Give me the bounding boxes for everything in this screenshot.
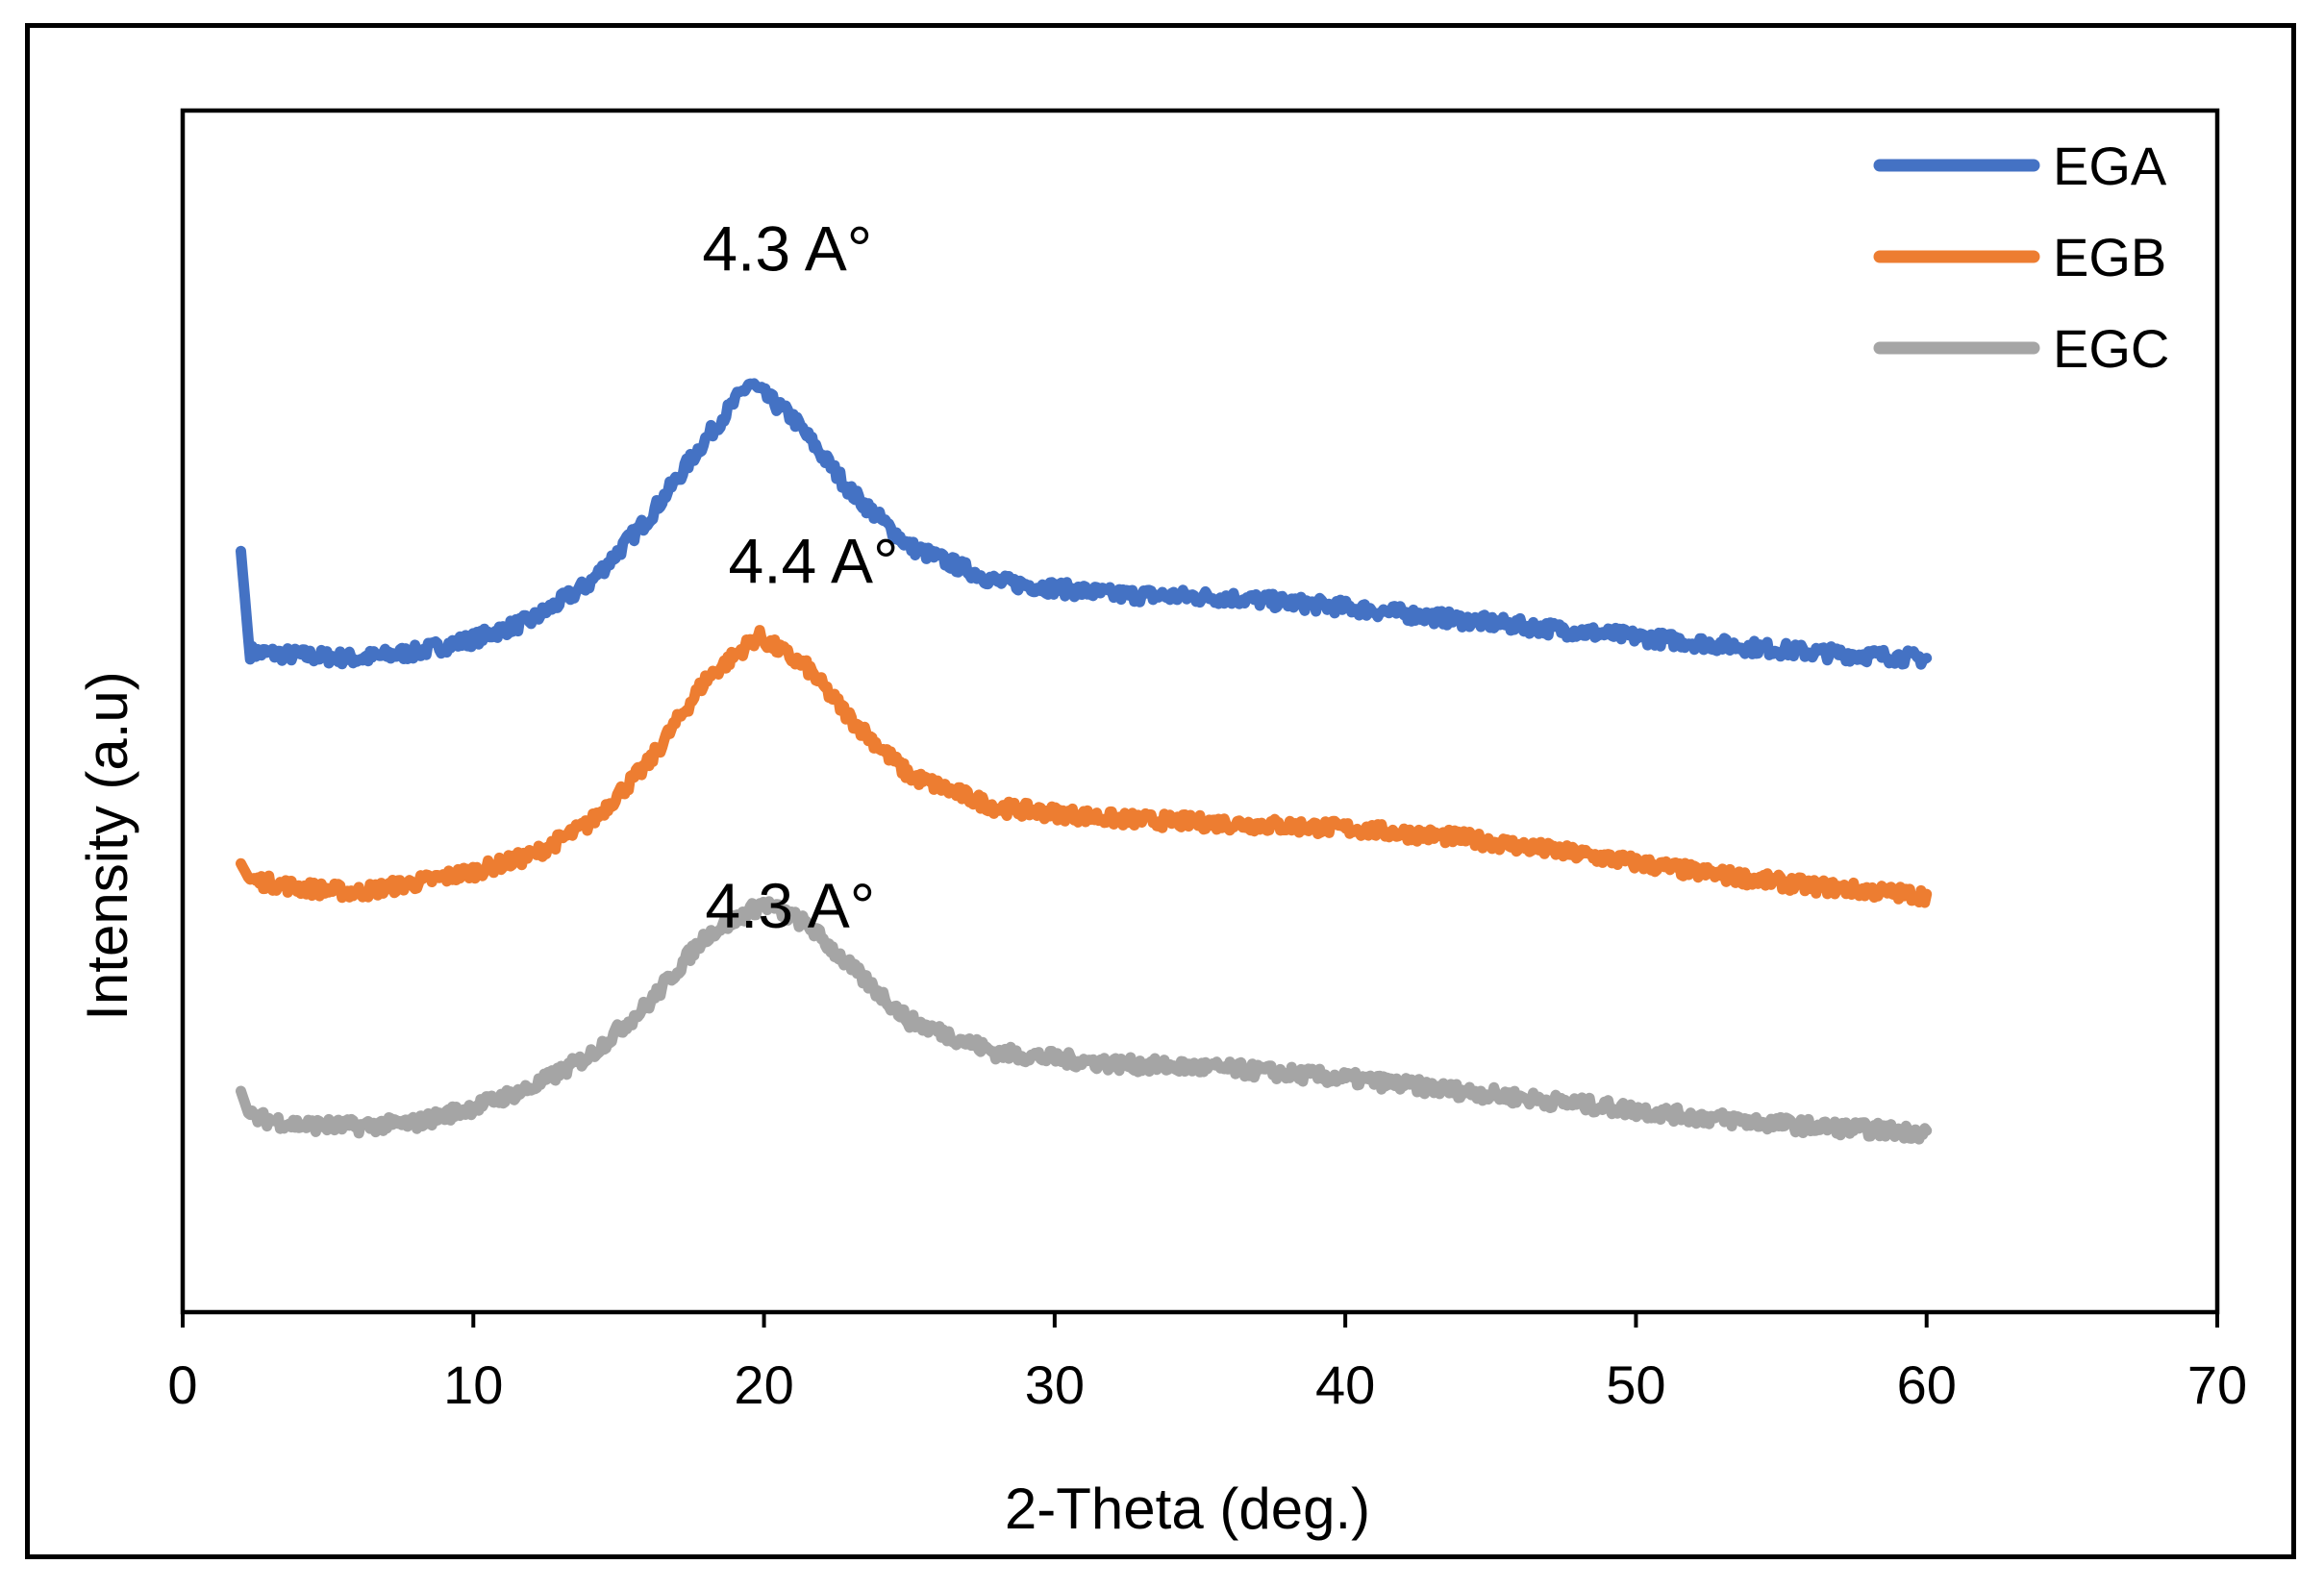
x-tick-label: 20 <box>734 1354 793 1415</box>
y-axis-title: Intensity (a.u) <box>75 671 139 1021</box>
x-axis: 0 10 20 30 40 50 60 70 <box>167 1312 2247 1415</box>
plot-area <box>180 108 2220 1315</box>
x-tick-label: 70 <box>2187 1354 2247 1415</box>
legend-label-ega: EGA <box>2053 136 2167 196</box>
figure-border <box>25 23 2296 1559</box>
x-tick-label: 10 <box>443 1354 503 1415</box>
peak-annotation-egb: 4.4 A° <box>729 526 899 597</box>
x-tick-label: 60 <box>1897 1354 1957 1415</box>
x-tick-label: 30 <box>1025 1354 1085 1415</box>
legend-label-egb: EGB <box>2053 227 2166 287</box>
x-tick-label: 0 <box>167 1354 197 1415</box>
x-axis-title: 2-Theta (deg.) <box>1005 1477 1370 1541</box>
x-tick-label: 40 <box>1315 1354 1375 1415</box>
peak-annotation-egc: 4.3 A° <box>705 870 875 941</box>
series-layer <box>236 378 1933 1145</box>
legend: EGA EGB EGC <box>1873 136 2169 379</box>
series-line-egb <box>236 625 1933 908</box>
annotations: 4.3 A° 4.4 A° 4.3 A° <box>702 213 898 941</box>
x-tick-label: 50 <box>1606 1354 1665 1415</box>
series-line-ega <box>236 378 1933 670</box>
legend-label-egc: EGC <box>2053 318 2169 379</box>
series-line-egc <box>236 896 1933 1145</box>
peak-annotation-ega: 4.3 A° <box>702 213 872 285</box>
